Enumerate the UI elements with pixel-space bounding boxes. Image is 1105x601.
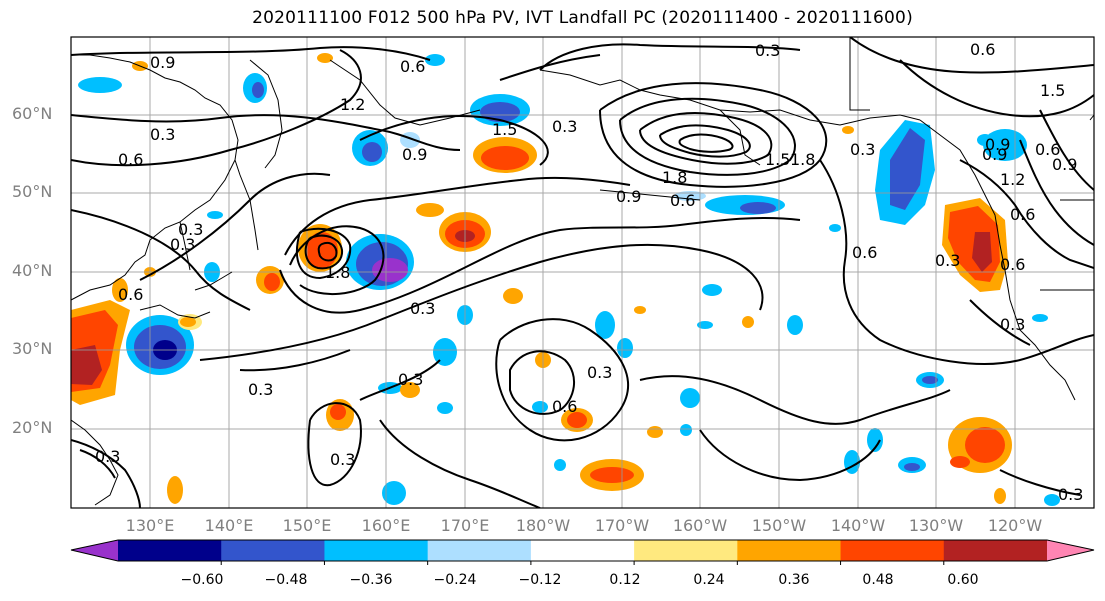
colorbar-extend-low [71,540,118,561]
map-title: 2020111100 F012 500 hPa PV, IVT Landfall… [252,8,913,28]
lon-label-140e: 140°E [204,516,254,535]
colorbar-label: −0.60 [180,572,224,588]
contour-label: 1.2 [1000,170,1025,189]
contour-label: 0.9 [150,53,175,72]
contour-label: 1.8 [662,168,687,187]
contour-label: 0.9 [1052,155,1077,174]
contour-label: 0.3 [587,363,612,382]
lon-label-160e: 160°E [361,516,411,535]
lon-label-120w: 120°W [987,516,1043,535]
colorbar-box [427,540,532,561]
contour-label: 1.2 [340,95,365,114]
lon-label-130e: 130°E [125,516,175,535]
contour-label: 1.5 [1040,81,1065,100]
colorbar-box [943,540,1048,561]
contour-label: 0.3 [248,380,273,399]
contour-label: 0.3 [755,41,780,60]
colorbar-outline [70,539,1095,562]
colorbar-label: −0.12 [518,572,562,588]
colorbar-box [840,540,945,561]
contour-label: 0.3 [398,370,423,389]
colorbar-label: −0.24 [433,572,477,588]
contour-label: 1.8 [790,150,815,169]
lon-label-160w: 160°W [672,516,728,535]
colorbar-box [737,540,842,561]
colorbar-box [324,540,429,561]
contour-label: 0.3 [850,140,875,159]
colorbar-label: 0.60 [947,572,979,588]
colorbar-box [118,540,222,561]
lon-label-130w: 130°W [908,516,964,535]
colorbar-extend-high [1047,540,1094,561]
contour-label: 0.6 [118,150,143,169]
contour-label: 0.6 [1000,255,1025,274]
contour-label: 1.5 [492,120,517,139]
contour-label: 0.3 [170,235,195,254]
contour-label: 0.6 [670,191,695,210]
colorbar-label: 0.48 [862,572,894,588]
colorbar-label: 0.24 [693,572,725,588]
contour-label: 0.6 [552,397,577,416]
contour-label: 0.3 [178,220,203,239]
colorbar-boxes [118,540,1048,561]
lon-label-150e: 150°E [282,516,332,535]
contour-label: 1.5 [765,150,790,169]
lon-label-170w: 170°W [594,516,650,535]
contour-label: 0.3 [330,450,355,469]
ivt-contours [71,37,1094,508]
colorbar-box [634,540,738,561]
contour-label: 0.9 [402,145,427,164]
contour-label: 0.3 [552,117,577,136]
colorbar-box [221,540,325,561]
lat-label-40n: 40°N [12,261,53,280]
lat-label-50n: 50°N [12,182,53,201]
colorbar-label: −0.48 [264,572,308,588]
contour-label: 0.3 [935,251,960,270]
contour-label: 0.3 [1000,315,1025,334]
colorbar-label: 0.12 [609,572,641,588]
contour-label: 0.9 [985,135,1010,154]
contour-labels: 0.9 0.6 0.3 0.6 1.2 1.5 0.3 0.6 0.9 0.3 … [95,40,1083,504]
colorbar-label: −0.36 [349,572,393,588]
map-frame [70,36,1095,509]
lat-label-20n: 20°N [12,418,53,437]
contour-label: 0.3 [410,299,435,318]
lon-label-150w: 150°W [751,516,807,535]
contour-label: 1.8 [325,263,350,282]
contour-label: 0.6 [1010,205,1035,224]
map-gridlines [71,37,1094,508]
contour-label: 0.3 [95,447,120,466]
contour-label: 0.6 [970,40,995,59]
contour-label: 0.9 [616,187,641,206]
colorbar [70,539,1095,565]
lon-label-140w: 140°W [830,516,886,535]
contour-label: 0.6 [118,285,143,304]
contour-label: 0.6 [852,243,877,262]
contour-label: 0.6 [400,57,425,76]
lat-label-60n: 60°N [12,104,53,123]
contour-label: 0.6 [1035,140,1060,159]
contour-label: 0.9 [982,145,1007,164]
colorbar-box [530,540,635,561]
contour-label: 0.3 [150,125,175,144]
lon-label-170e: 170°E [440,516,490,535]
lon-label-180w: 180°W [515,516,571,535]
colorbar-label: 0.36 [778,572,810,588]
contour-label: 0.3 [1058,485,1083,504]
shaded-pv-field [71,53,1060,506]
lat-label-30n: 30°N [12,339,53,358]
coastlines [71,37,1094,506]
